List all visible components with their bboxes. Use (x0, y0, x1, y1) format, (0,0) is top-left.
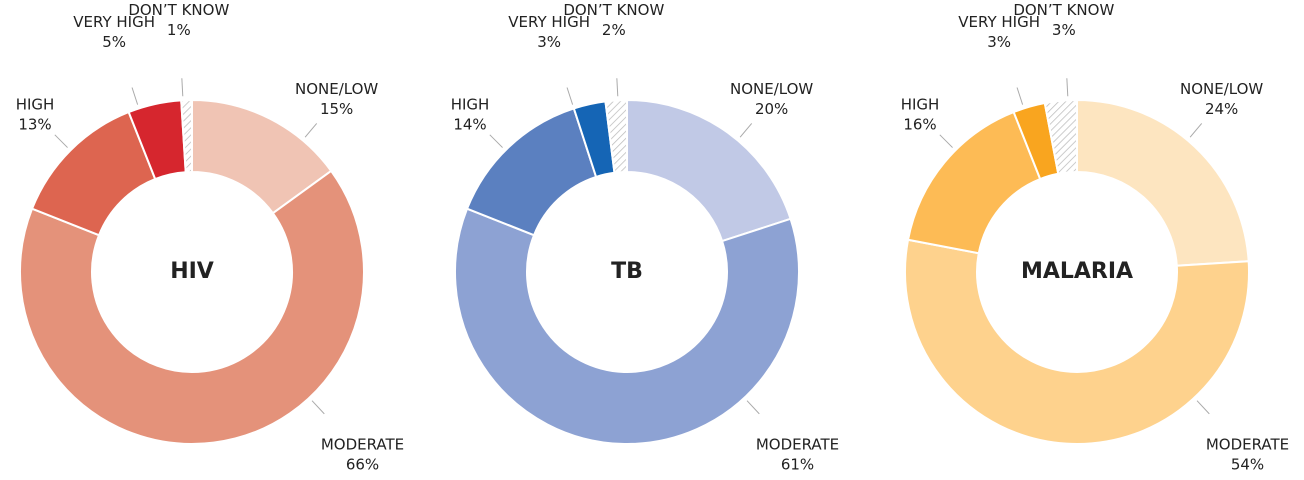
slice-value-label: 15% (320, 100, 353, 118)
slice-label: HIGH (451, 96, 490, 114)
slice-label: MODERATE (1206, 435, 1289, 453)
slice-value-label: 1% (167, 21, 191, 39)
donut-slice (454, 207, 800, 445)
slice-label: VERY HIGH (73, 13, 155, 31)
slice-value-label: 66% (346, 455, 379, 473)
slice-value-label: 54% (1231, 455, 1264, 473)
leader-line (304, 123, 318, 138)
slice-label: VERY HIGH (508, 13, 590, 31)
leader-line (1066, 78, 1069, 97)
slice-value-label: 20% (755, 100, 788, 118)
slice-label: HIGH (901, 96, 940, 114)
slice-label: VERY HIGH (958, 13, 1040, 31)
leader-line (1196, 400, 1210, 415)
slice-label: HIGH (16, 96, 55, 114)
donut-slice (180, 98, 193, 174)
slice-label: MODERATE (756, 435, 839, 453)
leader-line (739, 123, 753, 138)
chart-title: HIV (170, 259, 214, 284)
leader-line (489, 134, 503, 148)
leader-line (1016, 87, 1024, 105)
slice-value-label: 3% (987, 33, 1011, 51)
leader-line (131, 87, 139, 105)
slice-label: DON’T KNOW (128, 1, 229, 19)
donut-slice (604, 98, 628, 174)
slice-label: NONE/LOW (1180, 80, 1263, 98)
slice-value-label: 3% (537, 33, 561, 51)
slice-label: NONE/LOW (295, 80, 378, 98)
slice-value-label: 14% (453, 116, 486, 134)
slice-value-label: 24% (1205, 100, 1238, 118)
slice-value-label: 3% (1052, 21, 1076, 39)
leader-line (746, 400, 760, 415)
slice-value-label: 5% (102, 33, 126, 51)
chart-title: MALARIA (1021, 259, 1133, 284)
leader-line (616, 78, 619, 97)
donut-slice (1076, 98, 1250, 267)
slice-label: DON’T KNOW (563, 1, 664, 19)
slice-label: MODERATE (321, 435, 404, 453)
slice-value-label: 13% (18, 116, 51, 134)
slice-value-label: 16% (903, 116, 936, 134)
leader-line (311, 400, 325, 415)
slice-value-label: 61% (781, 455, 814, 473)
leader-line (54, 134, 68, 148)
donut-slice (626, 98, 792, 243)
leader-line (181, 78, 184, 97)
donut-slice (1043, 98, 1078, 175)
chart-title: TB (611, 259, 643, 284)
donut-slice (904, 238, 1250, 446)
donut-slice (19, 169, 365, 445)
leader-line (939, 134, 953, 148)
slice-label: DON’T KNOW (1013, 1, 1114, 19)
slice-value-label: 2% (602, 21, 626, 39)
slice-label: NONE/LOW (730, 80, 813, 98)
leader-line (1189, 123, 1203, 138)
leader-line (566, 87, 574, 105)
